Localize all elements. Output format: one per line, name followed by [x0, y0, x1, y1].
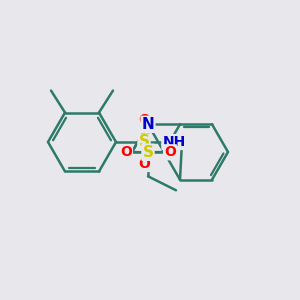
Text: O: O [120, 145, 132, 159]
Text: NH: NH [162, 135, 186, 149]
Text: N: N [142, 117, 154, 132]
Text: S: S [142, 145, 154, 160]
Text: O: O [138, 113, 150, 127]
Text: S: S [139, 134, 149, 149]
Text: O: O [164, 145, 176, 159]
Text: O: O [138, 157, 150, 171]
